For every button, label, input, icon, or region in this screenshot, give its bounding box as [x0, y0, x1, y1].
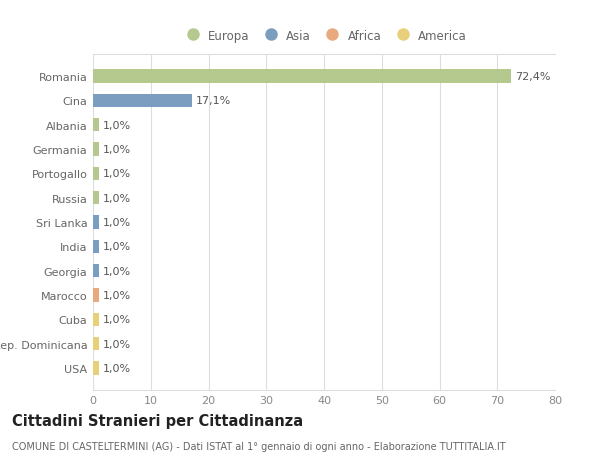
Text: 1,0%: 1,0%: [103, 145, 131, 155]
Text: 1,0%: 1,0%: [103, 121, 131, 130]
Text: 1,0%: 1,0%: [103, 339, 131, 349]
Bar: [93, 143, 99, 157]
Bar: [93, 119, 99, 132]
Bar: [93, 168, 99, 181]
Bar: [93, 337, 99, 351]
Bar: [93, 289, 99, 302]
Bar: [93, 313, 99, 326]
Text: 1,0%: 1,0%: [103, 169, 131, 179]
Legend: Europa, Asia, Africa, America: Europa, Asia, Africa, America: [181, 29, 467, 43]
Text: 72,4%: 72,4%: [515, 72, 551, 82]
Bar: [93, 240, 99, 253]
Text: 1,0%: 1,0%: [103, 218, 131, 228]
Text: 1,0%: 1,0%: [103, 315, 131, 325]
Text: 1,0%: 1,0%: [103, 242, 131, 252]
Text: 1,0%: 1,0%: [103, 363, 131, 373]
Text: 1,0%: 1,0%: [103, 266, 131, 276]
Bar: [93, 362, 99, 375]
Text: 1,0%: 1,0%: [103, 291, 131, 301]
Text: Cittadini Stranieri per Cittadinanza: Cittadini Stranieri per Cittadinanza: [12, 413, 303, 428]
Bar: [93, 70, 511, 84]
Bar: [93, 192, 99, 205]
Bar: [93, 95, 192, 108]
Text: 1,0%: 1,0%: [103, 193, 131, 203]
Bar: [93, 216, 99, 230]
Bar: [93, 264, 99, 278]
Text: COMUNE DI CASTELTERMINI (AG) - Dati ISTAT al 1° gennaio di ogni anno - Elaborazi: COMUNE DI CASTELTERMINI (AG) - Dati ISTA…: [12, 441, 506, 451]
Text: 17,1%: 17,1%: [196, 96, 231, 106]
